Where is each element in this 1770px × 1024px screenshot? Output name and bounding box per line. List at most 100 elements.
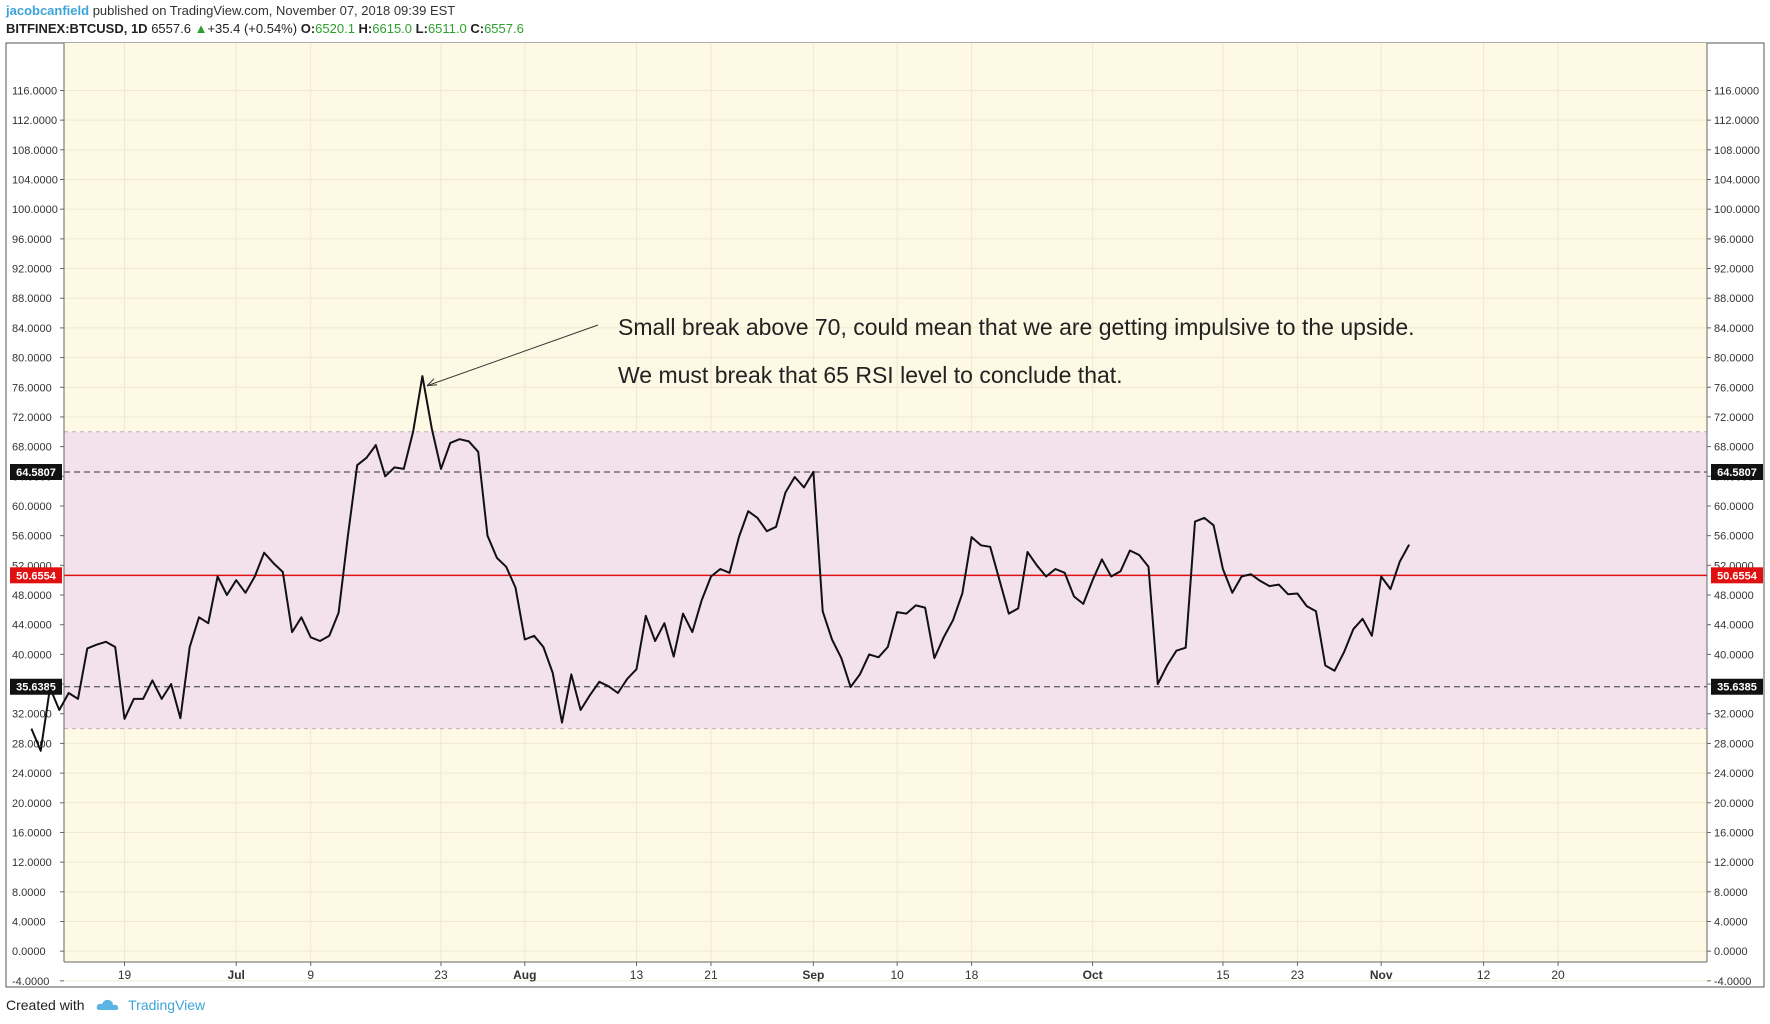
annotation-arrowhead	[426, 378, 438, 387]
x-tick-label: 23	[434, 968, 448, 982]
close-value: 6557.6	[484, 21, 524, 36]
y-tick-label-left: 76.0000	[12, 382, 52, 394]
level-badge-right-text: 50.6554	[1717, 570, 1758, 582]
y-tick-label-left: 100.0000	[12, 204, 58, 216]
footer: Created with TradingView	[6, 997, 205, 1015]
annotation-line-1: Small break above 70, could mean that we…	[618, 314, 1415, 340]
x-tick-label: 9	[307, 968, 314, 982]
y-tick-label-right: 92.0000	[1714, 264, 1754, 276]
level-badge-left	[10, 567, 62, 584]
y-tick-label-left: 12.0000	[12, 857, 52, 869]
y-tick-label-left: 44.0000	[12, 620, 52, 632]
y-tick-label-left: 88.0000	[12, 293, 52, 305]
annotation-line-2: We must break that 65 RSI level to concl…	[618, 362, 1123, 388]
y-tick-label-left: 28.0000	[12, 738, 52, 750]
y-tick-label-left: -4.0000	[12, 976, 49, 988]
y-tick-label-right: 56.0000	[1714, 531, 1754, 543]
y-tick-label-right: 44.0000	[1714, 620, 1754, 632]
x-tick-label: 20	[1551, 968, 1565, 982]
level-badge-right-text: 64.5807	[1717, 467, 1757, 479]
y-tick-label-right: 80.0000	[1714, 353, 1754, 365]
y-tick-label-right: 48.0000	[1714, 590, 1754, 602]
annotation-arrow	[426, 324, 599, 387]
y-tick-label-left: 16.0000	[12, 827, 52, 839]
x-tick-label: Jul	[228, 968, 245, 982]
y-tick-label-left: 60.0000	[12, 501, 52, 513]
x-tick-label: 21	[704, 968, 718, 982]
low-label: L:	[415, 21, 428, 36]
y-tick-label-left: 104.0000	[12, 175, 58, 187]
high-value: 6615.0	[372, 21, 413, 36]
y-tick-label-right: 24.0000	[1714, 768, 1754, 780]
y-tick-label-left: 68.0000	[12, 442, 52, 454]
y-tick-label-right: 8.0000	[1714, 887, 1748, 899]
price-change: +35.4 (+0.54%)	[207, 21, 298, 36]
y-tick-label-right: 104.0000	[1714, 175, 1760, 187]
y-tick-label-right: 12.0000	[1714, 857, 1754, 869]
y-tick-label-left: 112.0000	[12, 115, 57, 127]
tradingview-cloud-icon[interactable]	[96, 998, 120, 1015]
symbol-label: BITFINEX:BTCUSD, 1D	[6, 21, 148, 36]
y-tick-label-right: 68.0000	[1714, 442, 1754, 454]
y-tick-label-left: 0.0000	[12, 946, 46, 958]
x-tick-label: 19	[118, 968, 132, 982]
last-price: 6557.6	[151, 21, 191, 36]
y-tick-label-left: 92.0000	[12, 264, 52, 276]
y-tick-label-left: 8.0000	[12, 887, 46, 899]
symbol-info-bar: BITFINEX:BTCUSD, 1D 6557.6 ▲+35.4 (+0.54…	[6, 21, 524, 36]
x-tick-label: 18	[965, 968, 979, 982]
y-tick-label-left: 4.0000	[12, 917, 46, 929]
level-badge-left-text: 50.6554	[16, 570, 57, 582]
x-tick-label: 15	[1216, 968, 1230, 982]
y-tick-label-left: 84.0000	[12, 323, 52, 335]
y-tick-label-right: 116.0000	[1714, 85, 1759, 97]
level-badge-right	[1711, 463, 1763, 480]
level-badge-left-text: 64.5807	[16, 467, 56, 479]
tradingview-link[interactable]: TradingView	[128, 997, 206, 1013]
y-tick-label-left: 80.0000	[12, 353, 52, 365]
y-tick-label-left: 56.0000	[12, 531, 52, 543]
y-tick-label-right: 16.0000	[1714, 827, 1754, 839]
y-tick-label-left: 24.0000	[12, 768, 52, 780]
level-badge-right	[1711, 567, 1763, 584]
y-tick-label-right: 20.0000	[1714, 798, 1754, 810]
y-tick-label-right: 40.0000	[1714, 649, 1754, 661]
up-arrow-icon: ▲	[194, 21, 208, 36]
y-tick-label-right: 72.0000	[1714, 412, 1754, 424]
level-badge-left	[10, 463, 62, 480]
y-tick-label-right: 4.0000	[1714, 917, 1748, 929]
publish-info: jacobcanfield published on TradingView.c…	[6, 3, 455, 18]
y-tick-label-right: 108.0000	[1714, 145, 1760, 157]
x-tick-label: 12	[1477, 968, 1491, 982]
level-badge-right	[1711, 678, 1763, 695]
open-label: O:	[300, 21, 316, 36]
level-badge-left-text: 35.6385	[16, 682, 56, 694]
x-tick-label: 23	[1291, 968, 1305, 982]
low-value: 6511.0	[427, 21, 467, 36]
y-tick-label-right: 112.0000	[1714, 115, 1759, 127]
y-tick-label-right: 96.0000	[1714, 234, 1754, 246]
y-tick-label-right: -4.0000	[1714, 976, 1751, 988]
level-badge-right-text: 35.6385	[1717, 682, 1757, 694]
author-link[interactable]: jacobcanfield	[6, 3, 90, 18]
y-tick-label-left: 32.0000	[12, 709, 52, 721]
y-tick-label-left: 40.0000	[12, 649, 52, 661]
y-tick-label-left: 48.0000	[12, 590, 52, 602]
x-tick-label: 13	[630, 968, 644, 982]
y-tick-label-right: 60.0000	[1714, 501, 1754, 513]
rsi-band	[64, 431, 1707, 729]
y-tick-label-right: 100.0000	[1714, 204, 1760, 216]
open-value: 6520.1	[315, 21, 355, 36]
x-tick-label: Oct	[1083, 968, 1103, 982]
close-label: C:	[470, 21, 485, 36]
rsi-line	[30, 375, 1410, 752]
published-text: published on TradingView.com, November 0…	[92, 3, 456, 18]
y-tick-label-right: 32.0000	[1714, 709, 1754, 721]
x-tick-label: Sep	[802, 968, 824, 982]
y-tick-label-right: 76.0000	[1714, 382, 1754, 394]
created-with-text: Created with	[6, 997, 85, 1013]
high-label: H:	[358, 21, 373, 36]
y-tick-label-left: 108.0000	[12, 145, 58, 157]
x-tick-label: Aug	[513, 968, 536, 982]
